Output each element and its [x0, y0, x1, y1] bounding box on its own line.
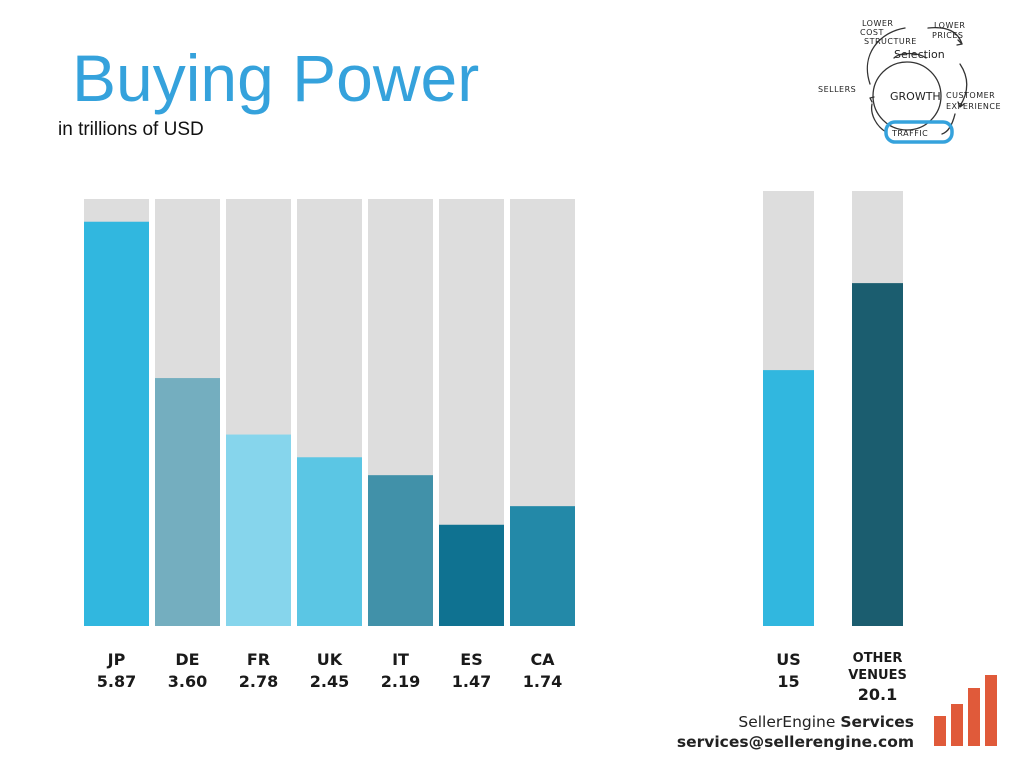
bar-fr	[226, 434, 291, 626]
flywheel-label-lower-prices: LOWER	[934, 21, 966, 30]
slide-subtitle: in trillions of USD	[58, 119, 204, 140]
bar-uk	[297, 457, 362, 626]
value-label-es: 1.47	[452, 672, 491, 691]
value-label-ca: 1.74	[523, 672, 562, 691]
value-label-it: 2.19	[381, 672, 420, 691]
flywheel-label-customer: CUSTOMER	[946, 91, 995, 100]
brand-email: services@sellerengine.com	[676, 733, 914, 751]
flywheel-sketch	[866, 26, 968, 135]
flywheel-label-structure: STRUCTURE	[864, 37, 917, 46]
flywheel-label-experience: EXPERIENCE	[946, 102, 1001, 111]
bar-it	[368, 475, 433, 626]
brand-block: SellerEngine Services services@sellereng…	[677, 712, 914, 752]
category-label-jp: JP	[107, 650, 126, 669]
bar-es	[439, 524, 504, 626]
value-label-other-venues: 20.1	[858, 685, 897, 704]
flywheel-label-sellers: SELLERS	[818, 85, 856, 94]
flywheel-diagram: LOWER COST STRUCTURE LOWER PRICES Select…	[818, 19, 1001, 144]
category-label-ca: CA	[530, 650, 555, 669]
flywheel-label-growth: GROWTH	[890, 90, 941, 103]
logo-bar-4	[985, 675, 997, 746]
bar-ca	[510, 506, 575, 626]
brand-name-bold: Services	[840, 713, 914, 731]
value-label-de: 3.60	[168, 672, 207, 691]
flywheel-label-lower-cost: LOWER	[862, 19, 894, 28]
flywheel-label-traffic: TRAFFIC	[891, 129, 928, 138]
sellerengine-logo-icon	[934, 675, 997, 746]
category-label-es: ES	[460, 650, 482, 669]
bar-other-venues	[852, 283, 903, 626]
value-label-uk: 2.45	[310, 672, 349, 691]
value-label-fr: 2.78	[239, 672, 278, 691]
category-label-it: IT	[392, 650, 409, 669]
category-label-us: US	[776, 650, 801, 669]
category-label-other-venues-line1: OTHER	[853, 651, 903, 666]
brand-name-regular: SellerEngine	[738, 713, 841, 731]
bar-us	[763, 370, 814, 626]
slide-title: Buying Power	[72, 41, 480, 115]
category-label-uk: UK	[317, 650, 343, 669]
logo-bar-1	[934, 716, 946, 746]
flywheel-label-prices: PRICES	[932, 31, 963, 40]
bar-de	[155, 378, 220, 626]
flywheel-label-cost: COST	[860, 28, 884, 37]
value-label-jp: 5.87	[97, 672, 136, 691]
category-label-fr: FR	[247, 650, 270, 669]
category-label-de: DE	[175, 650, 199, 669]
logo-bar-2	[951, 704, 963, 746]
flywheel-label-selection: Selection	[894, 48, 945, 61]
bar-jp	[84, 221, 149, 626]
brand-name: SellerEngine Services	[677, 712, 914, 732]
category-label-other-venues-line2: VENUES	[848, 668, 907, 683]
logo-bar-3	[968, 688, 980, 746]
value-label-us: 15	[777, 672, 799, 691]
traffic-highlight	[884, 120, 954, 144]
